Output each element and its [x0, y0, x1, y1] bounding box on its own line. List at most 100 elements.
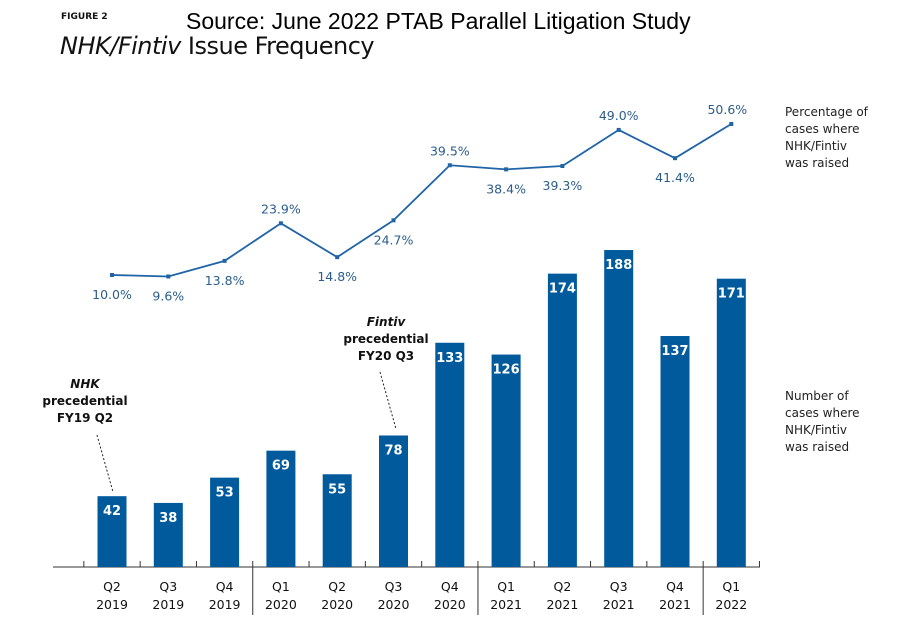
- x-tick-label-year: 2022: [715, 597, 747, 612]
- line-series-label: Percentage of cases where NHK/Fintiv was…: [785, 104, 868, 172]
- line-point: [222, 258, 227, 263]
- annotation-fintiv-title: Fintiv: [366, 315, 406, 329]
- bar-value-label: 137: [661, 344, 688, 359]
- x-tick-label-year: 2019: [209, 597, 241, 612]
- annotation-fintiv-line2: FY20 Q3: [357, 349, 415, 363]
- x-tick-label-year: 2021: [603, 597, 635, 612]
- line-label-4: was raised: [785, 156, 850, 170]
- x-tick-label-quarter: Q2: [328, 579, 346, 594]
- bar-value-label: 126: [493, 363, 520, 378]
- x-tick-label-quarter: Q2: [554, 579, 572, 594]
- bar-value-label: 42: [103, 504, 121, 519]
- bar-series-label: Number of cases where NHK/Fintiv was rai…: [785, 388, 860, 456]
- bar: [716, 278, 746, 567]
- bar-value-label: 174: [549, 282, 576, 297]
- line-label-3: NHK/Fintiv: [785, 139, 848, 153]
- bar: [97, 496, 127, 567]
- chart-title: NHK/Fintiv Issue Frequency: [60, 32, 375, 60]
- x-tick-label-quarter: Q3: [610, 579, 628, 594]
- annotation-nhk-line2: FY19 Q2: [56, 411, 114, 425]
- x-tick-label-year: 2019: [152, 597, 184, 612]
- x-tick-label-quarter: Q4: [216, 579, 234, 594]
- annotation-nhk-title: NHK: [70, 377, 100, 391]
- line-label-2: cases where: [785, 122, 860, 136]
- x-tick-label-year: 2021: [490, 597, 522, 612]
- line-point: [391, 218, 396, 223]
- line-value-label: 49.0%: [599, 108, 639, 123]
- line-point: [110, 273, 114, 277]
- line-point: [447, 163, 452, 168]
- line-point: [278, 221, 283, 226]
- line-label-1: Percentage of: [785, 105, 868, 119]
- x-tick-label-year: 2019: [96, 597, 128, 612]
- line-point: [166, 274, 171, 279]
- line-value-label: 10.0%: [92, 287, 132, 302]
- bar-value-label: 171: [718, 287, 745, 302]
- x-tick-label-quarter: Q2: [103, 579, 121, 594]
- x-tick-label-quarter: Q1: [497, 579, 515, 594]
- bar: [322, 474, 352, 567]
- bar: [153, 502, 183, 567]
- line-point: [729, 121, 734, 126]
- annotation-nhk: NHK precedential FY19 Q2: [40, 376, 130, 427]
- annotation-fintiv-leader: [379, 371, 397, 430]
- line-value-label: 13.8%: [205, 273, 245, 288]
- line-point: [560, 164, 565, 169]
- x-tick-label-quarter: Q1: [722, 579, 740, 594]
- x-tick-label-quarter: Q4: [666, 579, 684, 594]
- x-tick-label-year: 2021: [659, 597, 691, 612]
- figure-label: FIGURE 2: [61, 12, 108, 22]
- line-value-label: 24.7%: [374, 232, 414, 247]
- bar: [604, 250, 634, 568]
- line-value-label: 38.4%: [486, 181, 526, 196]
- title-italic: NHK/Fintiv: [60, 32, 181, 60]
- line-value-label: 9.6%: [152, 288, 184, 303]
- line-value-label: 39.3%: [543, 178, 583, 193]
- x-tick-label-year: 2021: [546, 597, 578, 612]
- x-tick-label-quarter: Q3: [159, 579, 177, 594]
- source-note: Source: June 2022 PTAB Parallel Litigati…: [186, 8, 691, 34]
- bar-label-1: Number of: [785, 389, 849, 403]
- bar: [491, 354, 521, 567]
- line-value-label: 23.9%: [261, 201, 301, 216]
- bar: [435, 342, 465, 567]
- line-point: [673, 156, 677, 161]
- x-tick-label-year: 2020: [378, 597, 410, 612]
- bar: [379, 435, 408, 567]
- bar-value-label: 53: [216, 486, 234, 501]
- x-tick-label-quarter: Q3: [385, 579, 403, 594]
- annotation-fintiv: Fintiv precedential FY20 Q3: [341, 314, 431, 365]
- bar: [266, 450, 296, 567]
- line-value-label: 14.8%: [317, 269, 357, 284]
- bar-value-label: 133: [436, 351, 463, 366]
- line-value-label: 50.6%: [707, 102, 747, 117]
- line-value-label: 39.5%: [430, 143, 470, 158]
- line-point: [616, 127, 621, 132]
- bar-value-label: 69: [272, 459, 290, 474]
- bar-value-label: 188: [605, 258, 632, 273]
- x-tick-label-year: 2020: [434, 597, 466, 612]
- x-tick-label-year: 2020: [321, 597, 353, 612]
- x-tick-label-quarter: Q1: [272, 579, 290, 594]
- title-rest: Issue Frequency: [180, 32, 375, 60]
- annotation-nhk-line1: precedential: [42, 394, 128, 408]
- line-value-label: 41.4%: [655, 170, 695, 185]
- bar-value-label: 78: [384, 443, 402, 458]
- bar-label-3: NHK/Fintiv: [785, 423, 848, 437]
- line-point: [504, 167, 509, 172]
- annotation-fintiv-line1: precedential: [343, 332, 429, 346]
- bar-value-label: 38: [159, 511, 177, 526]
- annotation-nhk-leader: [96, 434, 114, 493]
- bar-value-label: 55: [328, 482, 346, 497]
- x-tick-label-year: 2020: [265, 597, 297, 612]
- percentage-line: [111, 123, 732, 278]
- line-point: [335, 255, 340, 260]
- x-tick-label-quarter: Q4: [441, 579, 459, 594]
- bar: [547, 273, 577, 567]
- bar: [660, 336, 690, 567]
- bar-label-4: was raised: [785, 440, 850, 454]
- bar: [210, 477, 240, 567]
- bar-label-2: cases where: [785, 406, 860, 420]
